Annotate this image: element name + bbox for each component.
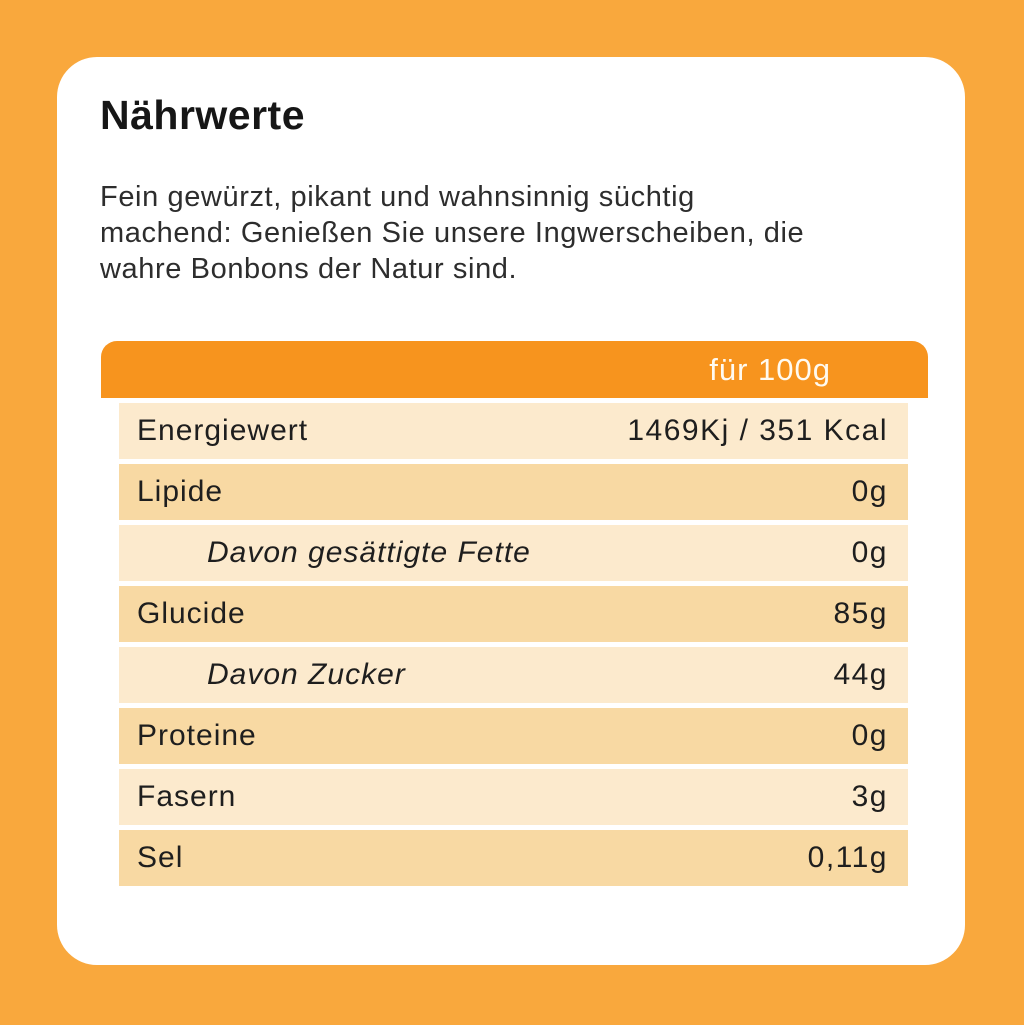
table-row: Glucide 85g <box>119 586 908 643</box>
table-row: Lipide 0g <box>119 464 908 521</box>
row-label: Sel <box>137 841 184 875</box>
table-row: Davon Zucker 44g <box>119 647 908 704</box>
table-row: Energiewert 1469Kj / 351 Kcal <box>119 403 908 460</box>
table-row: Sel 0,11g <box>119 830 908 887</box>
row-label: Davon gesättigte Fette <box>207 536 531 570</box>
description-line: machend: Genießen Sie unsere Ingwerschei… <box>100 217 805 250</box>
section-title: Nährwerte <box>100 92 306 138</box>
row-label: Glucide <box>137 597 246 631</box>
row-label: Energiewert <box>137 414 309 448</box>
table-header: für 100g <box>101 341 928 399</box>
description-line: wahre Bonbons der Natur sind. <box>100 253 518 286</box>
row-value: 0g <box>851 536 888 570</box>
nutrition-card: Nährwerte Fein gewürzt, pikant und wahns… <box>57 57 965 965</box>
row-value: 0,11g <box>807 841 888 875</box>
row-label: Fasern <box>137 780 237 814</box>
row-value: 0g <box>851 475 888 509</box>
row-label: Davon Zucker <box>207 658 406 692</box>
section-description: Fein gewürzt, pikant und wahnsinnig süch… <box>100 179 965 287</box>
row-value: 3g <box>851 780 888 814</box>
row-value: 44g <box>833 658 888 692</box>
row-value: 85g <box>833 597 888 631</box>
row-value: 1469Kj / 351 Kcal <box>627 414 888 448</box>
table-row: Fasern 3g <box>119 769 908 826</box>
nutrition-rows: Energiewert 1469Kj / 351 Kcal Lipide 0g Davo… <box>119 403 908 887</box>
table-header-label: für 100g <box>709 351 831 387</box>
table-row: Davon gesättigte Fette 0g <box>119 525 908 582</box>
description-line: Fein gewürzt, pikant und wahnsinnig süch… <box>100 181 695 214</box>
row-label: Proteine <box>137 719 257 753</box>
nutrition-table: für 100g Energiewert 1469Kj / 351 Kcal Lip… <box>101 341 928 887</box>
table-row: Proteine 0g <box>119 708 908 765</box>
row-value: 0g <box>851 719 888 753</box>
row-label: Lipide <box>137 475 224 509</box>
